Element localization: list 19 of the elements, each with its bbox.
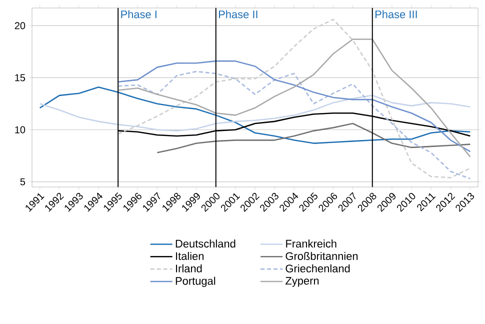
y-tick-label: 20 — [14, 22, 26, 30]
line-series — [117, 70, 471, 180]
ref-line-label: Phase I — [121, 10, 156, 18]
ref-line-label: Phase III — [375, 10, 417, 18]
legend-label: Griechenland — [286, 264, 350, 272]
legend-label: Deutschland — [176, 240, 236, 248]
legend-label: Portugal — [176, 276, 216, 287]
legend-label: Großbritannien — [286, 252, 358, 260]
legend-label: Irland — [176, 264, 202, 272]
y-tick-label: 10 — [15, 126, 26, 134]
y-tick-label: 15 — [15, 74, 26, 82]
legend-label: Zypern — [286, 276, 319, 287]
legend-label: Italien — [176, 252, 204, 260]
line-series — [117, 60, 471, 152]
ref-line-label: Phase II — [218, 10, 258, 18]
legend-label: Frankreich — [286, 240, 336, 248]
line-series — [117, 38, 471, 158]
line-series — [39, 94, 471, 132]
y-tick-label: 5 — [20, 178, 26, 186]
